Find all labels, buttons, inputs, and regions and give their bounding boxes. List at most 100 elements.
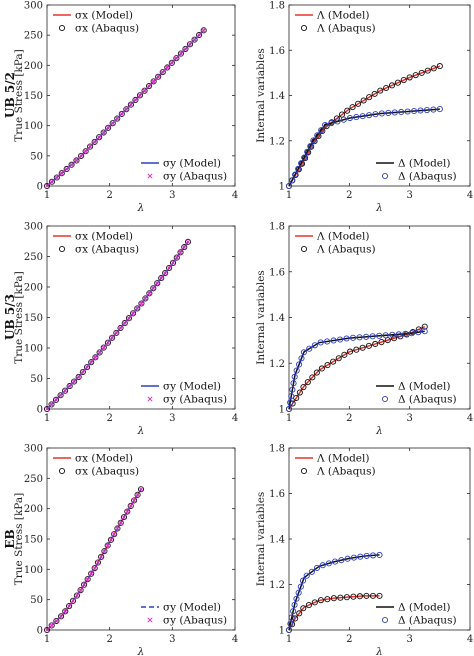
legend-label: σy (Abaqus) — [163, 394, 227, 406]
y-tick-label: 1.8 — [269, 1, 285, 12]
data-point — [92, 354, 98, 360]
data-point — [169, 259, 177, 266]
legend-label: σy (Model) — [163, 381, 221, 393]
row-label: UB 5/2 — [3, 72, 17, 118]
data-point — [292, 171, 299, 178]
data-point — [151, 78, 157, 84]
data-point — [84, 364, 90, 370]
x-tick-label: 2 — [346, 413, 352, 424]
data-point — [64, 166, 70, 172]
data-point — [101, 548, 107, 554]
data-point — [66, 603, 72, 609]
data-point — [44, 627, 50, 633]
data-point — [421, 328, 428, 335]
y-tick-label: 1.4 — [269, 313, 285, 324]
data-point — [58, 613, 64, 619]
legend-label: Δ (Abaqus) — [398, 394, 457, 406]
data-point — [120, 514, 128, 521]
data-point — [436, 63, 443, 70]
data-point — [313, 369, 320, 376]
y-tick-label: 300 — [24, 222, 43, 233]
x-tick-label: 1 — [44, 634, 50, 645]
x-tick-label: 2 — [346, 634, 352, 645]
data-point — [296, 361, 303, 368]
data-point — [110, 120, 116, 126]
data-point — [78, 587, 84, 593]
series-1 — [288, 595, 380, 631]
y-tick-label: 1 — [279, 405, 285, 416]
data-point — [287, 399, 294, 406]
y-tick-label: 100 — [24, 121, 43, 132]
data-point — [411, 107, 418, 115]
data-point — [134, 491, 141, 498]
data-point — [66, 383, 73, 390]
data-point — [121, 514, 127, 520]
data-point — [158, 275, 164, 281]
data-point — [337, 594, 344, 601]
data-point — [318, 365, 325, 372]
legend-top-left: σx (Model)σx (Abaqus) — [53, 453, 139, 478]
data-point — [370, 552, 377, 559]
series-3 — [46, 488, 142, 631]
data-point — [48, 401, 55, 408]
data-point — [299, 577, 307, 584]
legend-top-left: Λ (Model)Λ (Abaqus) — [295, 231, 376, 256]
data-point — [332, 558, 339, 565]
data-point — [404, 108, 411, 115]
legend-label: σx (Abaqus) — [75, 244, 139, 256]
data-point — [159, 69, 166, 76]
data-point — [377, 87, 384, 94]
data-point — [154, 280, 160, 286]
data-point — [307, 143, 314, 150]
data-point — [78, 153, 84, 159]
data-point — [288, 177, 296, 184]
data-point — [150, 78, 157, 85]
data-point — [134, 305, 141, 312]
data-point — [300, 384, 307, 391]
data-point — [296, 610, 303, 617]
plot-frame — [46, 225, 236, 410]
x-tick-label: 2 — [106, 413, 112, 424]
data-point — [360, 97, 367, 104]
data-point — [310, 137, 317, 144]
legend-top-left: σx (Model)σx (Abaqus) — [53, 10, 139, 35]
data-point — [417, 107, 424, 114]
legend-marker — [300, 245, 308, 253]
series-2 — [43, 27, 207, 190]
data-point — [317, 597, 324, 604]
data-point — [287, 620, 294, 627]
y-tick-label: 1.2 — [269, 136, 285, 147]
data-point — [53, 618, 59, 624]
data-point — [389, 331, 396, 338]
y-axis-label: Internal variables — [255, 492, 267, 587]
data-point — [58, 170, 65, 177]
data-point — [308, 568, 315, 575]
data-point — [173, 254, 180, 261]
data-point — [200, 27, 207, 34]
data-point — [146, 83, 152, 89]
data-point — [91, 565, 98, 572]
series-4 — [285, 328, 428, 413]
data-point — [324, 596, 331, 603]
legend-label: Λ (Abaqus) — [316, 23, 376, 35]
x-tick-label: 1 — [44, 413, 50, 424]
chart-panel-6: 1 2 3 4 1 1.2 1.4 1.6 1.8 λ Internal variables Λ (M… — [255, 444, 473, 656]
y-tick-label: 200 — [24, 283, 43, 294]
data-point — [130, 310, 136, 316]
data-point — [69, 162, 75, 168]
data-point — [292, 615, 299, 622]
data-point — [114, 525, 121, 532]
row-label: EB — [3, 529, 17, 548]
data-point — [303, 572, 310, 579]
data-point — [154, 280, 161, 287]
data-point — [304, 379, 311, 386]
data-point — [293, 367, 300, 374]
data-point — [131, 497, 137, 503]
data-point — [43, 405, 51, 413]
data-point — [177, 50, 184, 57]
data-point — [169, 60, 175, 66]
y-tick-label: 1 — [279, 626, 285, 637]
legend-marker — [300, 24, 308, 32]
data-point — [182, 45, 189, 52]
chart-panel-5: 1 2 3 4 0 50 100 150 200 250 300 λ True Stress [kPa]… — [3, 444, 238, 656]
